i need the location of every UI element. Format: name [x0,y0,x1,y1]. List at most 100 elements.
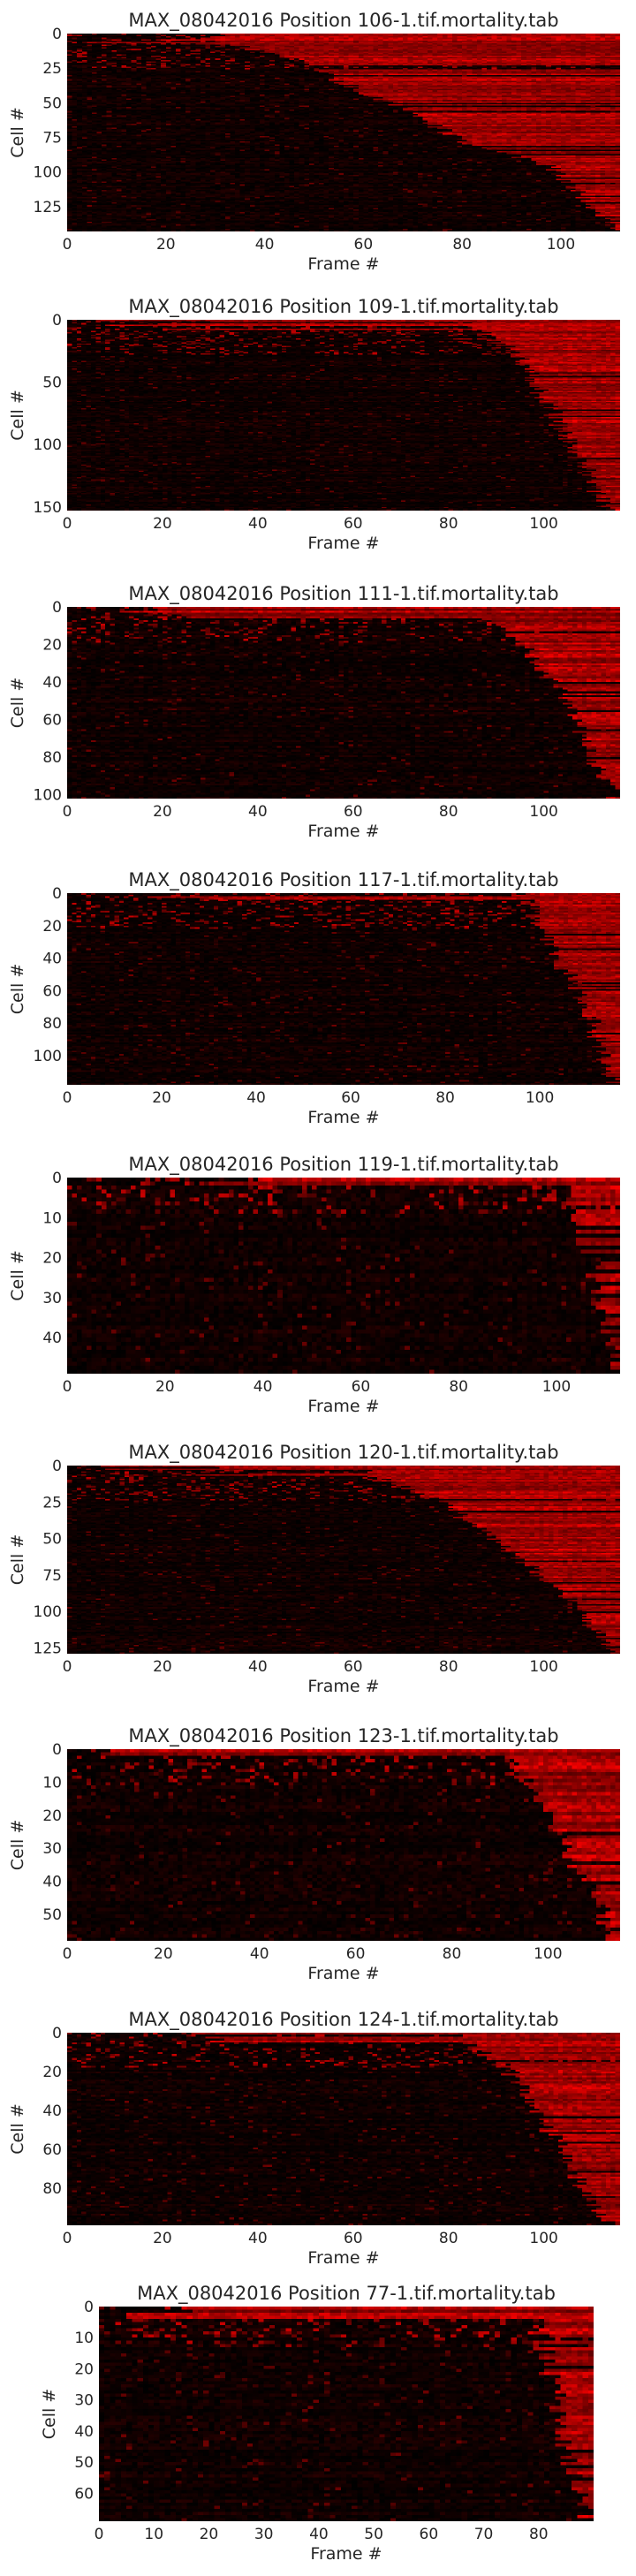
x-tick-label: 80 [452,236,472,254]
x-tick-label: 20 [153,515,172,533]
y-tick-label: 40 [42,2102,62,2120]
y-tick-label: 100 [34,436,62,454]
x-tick-label: 60 [344,515,363,533]
x-axis-label: Frame # [307,1397,379,1416]
y-axis-label: Cell # [8,2103,27,2154]
chart-title: MAX_08042016 Position 123-1.tif.mortalit… [128,1725,558,1747]
x-tick-label: 20 [200,2526,219,2543]
x-tick-label: 0 [63,803,72,821]
y-tick-label: 40 [42,951,62,968]
x-tick-label: 80 [529,2526,549,2543]
y-tick-label: 50 [42,1531,62,1549]
y-tick-label: 25 [42,60,62,78]
y-tick-label: 0 [52,885,62,903]
x-tick-label: 0 [63,1089,72,1107]
y-tick-label: 10 [42,1774,62,1792]
x-axis-label: Frame # [307,2248,379,2268]
x-tick-label: 60 [344,2230,363,2247]
y-tick-label: 30 [42,1840,62,1858]
y-axis-label: Cell # [8,1250,27,1300]
x-tick-label: 100 [529,1658,557,1676]
y-tick-label: 125 [34,199,62,216]
x-tick-label: 80 [439,515,458,533]
y-tick-label: 30 [42,1290,62,1307]
y-tick-label: 0 [52,312,62,330]
y-tick-label: 0 [52,1170,62,1187]
x-tick-label: 20 [153,1658,172,1676]
x-tick-label: 20 [153,2230,172,2247]
x-tick-label: 20 [156,236,176,254]
y-tick-label: 10 [42,1209,62,1227]
heatmap-cells [67,1749,620,1941]
x-axis-label: Frame # [307,254,379,274]
y-tick-label: 0 [52,1741,62,1759]
x-tick-label: 80 [439,803,458,821]
y-tick-label: 40 [74,2423,94,2441]
y-tick-label: 20 [42,1807,62,1825]
heatmap-cells [67,607,620,799]
x-tick-label: 0 [63,1378,72,1396]
y-axis-label: Cell # [8,1534,27,1585]
x-tick-label: 60 [344,1658,363,1676]
x-tick-label: 60 [352,1378,371,1396]
y-tick-label: 80 [42,1015,62,1033]
x-tick-label: 20 [153,803,172,821]
y-tick-label: 125 [34,1640,62,1657]
x-tick-label: 40 [248,515,268,533]
chart-title: MAX_08042016 Position 120-1.tif.mortalit… [128,1442,558,1464]
y-tick-label: 20 [42,637,62,655]
x-tick-label: 40 [248,1658,268,1676]
chart-title: MAX_08042016 Position 109-1.tif.mortalit… [128,296,558,318]
x-tick-label: 30 [254,2526,274,2543]
y-tick-label: 20 [42,1250,62,1268]
y-tick-label: 80 [42,749,62,767]
x-tick-label: 100 [529,515,557,533]
x-tick-label: 40 [250,1945,269,1963]
y-axis-label: Cell # [40,2389,59,2439]
heatmap-cells [99,2307,594,2521]
heatmap-panel: MAX_08042016 Position 124-1.tif.mortalit… [8,2009,620,2268]
x-tick-label: 50 [364,2526,383,2543]
heatmap-cells [67,320,620,511]
x-tick-label: 0 [95,2526,104,2543]
y-axis-label: Cell # [8,1820,27,1870]
heatmap-cells [67,1178,620,1374]
heatmap-panel: MAX_08042016 Position 119-1.tif.mortalit… [8,1154,620,1416]
y-tick-label: 0 [52,599,62,617]
y-tick-label: 75 [42,129,62,147]
x-tick-label: 100 [542,1378,571,1396]
y-tick-label: 0 [52,26,62,43]
x-tick-label: 80 [443,1945,462,1963]
x-tick-label: 40 [254,1378,273,1396]
x-tick-label: 100 [529,803,557,821]
heatmap-panel: MAX_08042016 Position 123-1.tif.mortalit… [8,1725,620,1983]
y-tick-label: 10 [74,2330,94,2347]
x-axis-label: Frame # [310,2544,382,2564]
y-tick-label: 0 [52,2025,62,2042]
heatmap-panel: MAX_08042016 Position 111-1.tif.mortalit… [8,583,620,841]
x-tick-label: 60 [341,1089,360,1107]
x-tick-label: 60 [420,2526,439,2543]
heatmap-panel: MAX_08042016 Position 106-1.tif.mortalit… [8,10,620,274]
x-tick-label: 40 [246,1089,266,1107]
x-axis-label: Frame # [307,822,379,841]
y-axis-label: Cell # [8,390,27,440]
x-tick-label: 20 [155,1378,175,1396]
y-tick-label: 40 [42,1330,62,1347]
chart-title: MAX_08042016 Position 111-1.tif.mortalit… [128,583,558,605]
x-tick-label: 100 [526,1089,554,1107]
chart-title: MAX_08042016 Position 106-1.tif.mortalit… [128,10,558,32]
x-tick-label: 40 [248,2230,268,2247]
y-axis-label: Cell # [8,678,27,728]
x-tick-label: 100 [529,2230,557,2247]
y-tick-label: 60 [42,982,62,1000]
y-tick-label: 60 [42,712,62,730]
y-tick-label: 50 [42,95,62,112]
heatmap-panel: MAX_08042016 Position 109-1.tif.mortalit… [8,296,620,553]
y-tick-label: 100 [34,787,62,805]
x-tick-label: 80 [439,2230,458,2247]
y-axis-label: Cell # [8,964,27,1014]
x-tick-label: 60 [344,803,363,821]
chart-title: MAX_08042016 Position 77-1.tif.mortality… [137,2283,556,2305]
